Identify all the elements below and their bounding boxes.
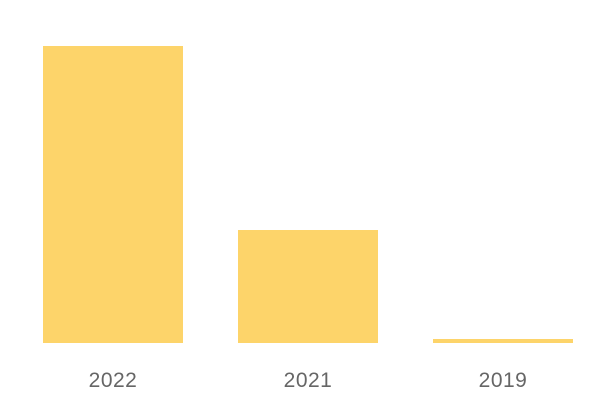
x-tick-label: 2019 xyxy=(479,369,528,392)
bar-2022 xyxy=(43,46,183,343)
x-tick-label: 2021 xyxy=(284,369,333,392)
x-tick-label: 2022 xyxy=(89,369,138,392)
bar-2019 xyxy=(433,339,573,343)
bar-2021 xyxy=(238,230,378,343)
